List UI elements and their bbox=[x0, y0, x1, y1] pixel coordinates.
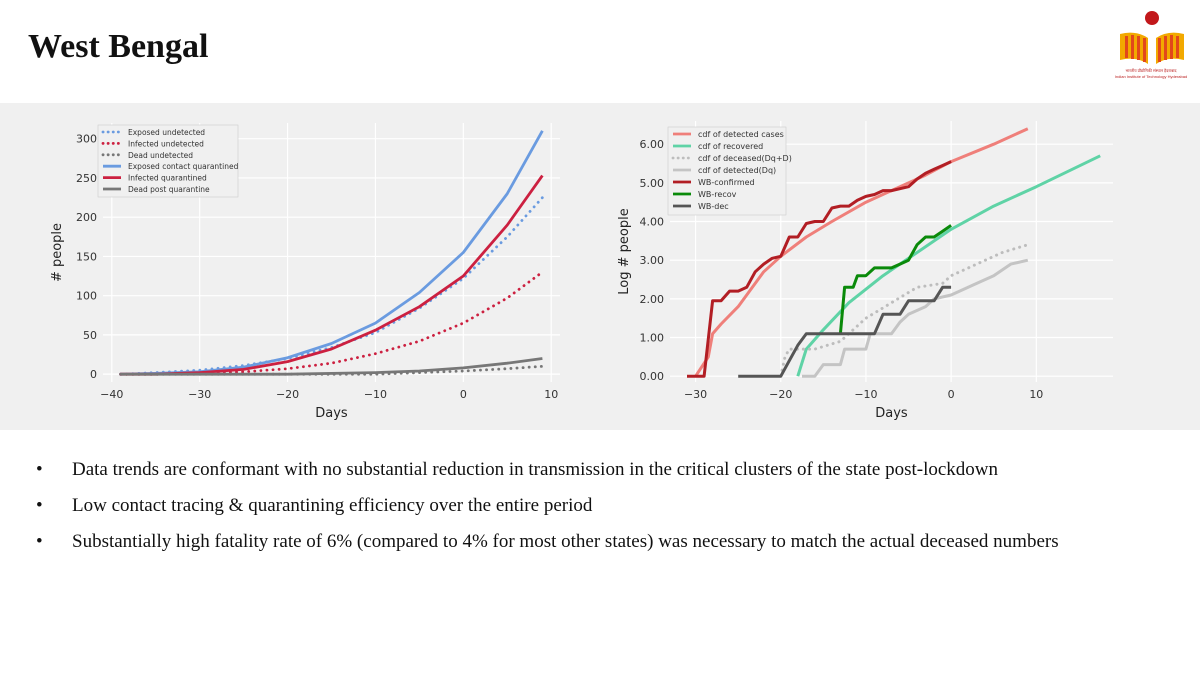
bullet-item: Data trends are conformant with no subst… bbox=[36, 452, 1186, 487]
logo-caption-hindi: भारतीय प्रौद्योगिकी संस्थान हैदराबाद bbox=[1125, 68, 1177, 73]
legend-label: WB-dec bbox=[698, 202, 729, 211]
series-line-wb-recov bbox=[838, 224, 952, 334]
y-tick-label: 100 bbox=[76, 290, 97, 303]
legend-frame bbox=[97, 124, 239, 198]
series-line-wb-dec bbox=[738, 285, 952, 378]
series-line-dead-post-quarantine bbox=[120, 357, 543, 376]
y-tick-label: 200 bbox=[76, 211, 97, 224]
x-tick-label: −10 bbox=[854, 388, 877, 401]
x-tick-label: −40 bbox=[100, 388, 123, 401]
y-tick-label: 3.00 bbox=[640, 254, 665, 267]
series-line-infected-undetected bbox=[119, 270, 544, 376]
legend-label: Dead undetected bbox=[128, 151, 193, 160]
x-tick-label: 0 bbox=[460, 388, 467, 401]
x-tick-label: −20 bbox=[769, 388, 792, 401]
legend-label: WB-confirmed bbox=[698, 178, 755, 187]
y-tick-label: 1.00 bbox=[640, 332, 665, 345]
chart-log-cumulative-cases: −30 −20 −10 0 10 0.00 1.00 2.00 3.00 4.00 5.00 6.00… bbox=[617, 121, 1113, 421]
x-axis-label: Days bbox=[315, 406, 348, 421]
legend-label: Dead post quarantine bbox=[128, 185, 210, 194]
iit-hyderabad-logo bbox=[1120, 11, 1184, 64]
y-tick-label: 0 bbox=[90, 368, 97, 381]
legend-label: cdf of recovered bbox=[698, 142, 763, 151]
logo-caption: भारतीय प्रौद्योगिकी संस्थान हैदराबाद Ind… bbox=[1104, 68, 1198, 80]
y-tick-label: 150 bbox=[76, 250, 97, 263]
x-tick-label: 10 bbox=[1029, 388, 1043, 401]
series-line-wb-confirmed bbox=[687, 160, 952, 378]
bullet-item: Low contact tracing & quarantining effic… bbox=[36, 488, 1186, 523]
x-tick-label: −30 bbox=[684, 388, 707, 401]
y-axis-label: Log # people bbox=[617, 208, 632, 294]
x-tick-label: 10 bbox=[544, 388, 558, 401]
x-axis-label: Days bbox=[875, 406, 908, 421]
legend-label: cdf of deceased(Dq+D) bbox=[698, 154, 792, 163]
y-tick-label: 50 bbox=[83, 329, 97, 342]
legend-label: Infected quarantined bbox=[128, 174, 207, 183]
x-tick-label: −30 bbox=[188, 388, 211, 401]
y-tick-label: 2.00 bbox=[640, 293, 665, 306]
x-tick-label: −10 bbox=[364, 388, 387, 401]
y-tick-label: 300 bbox=[76, 133, 97, 146]
y-tick-label: 6.00 bbox=[640, 138, 665, 151]
legend-label: Exposed undetected bbox=[128, 128, 205, 137]
x-tick-label: −20 bbox=[276, 388, 299, 401]
slide-title: West Bengal bbox=[28, 28, 209, 65]
y-tick-label: 250 bbox=[76, 172, 97, 185]
series-line-cdf-of-detected-dq- bbox=[802, 258, 1029, 378]
logo-caption-english: Indian Institute of Technology Hyderabad bbox=[1114, 74, 1188, 79]
y-tick-label: 4.00 bbox=[640, 216, 665, 229]
bullet-item: Substantially high fatality rate of 6% (… bbox=[36, 524, 1186, 559]
x-tick-label: 0 bbox=[948, 388, 955, 401]
legend: Exposed undetected Infected undetected Dea… bbox=[97, 124, 239, 198]
legend-label: Infected undetected bbox=[128, 139, 204, 148]
legend-label: cdf of detected cases bbox=[698, 130, 784, 139]
series-line-cdf-of-deceased-dq-d- bbox=[779, 243, 1030, 378]
legend: cdf of detected cases cdf of recovered cdf… bbox=[667, 126, 792, 216]
legend-label: WB-recov bbox=[698, 190, 737, 199]
series-line-dead-undetected bbox=[119, 364, 544, 376]
legend-label: cdf of detected(Dq) bbox=[698, 166, 776, 175]
y-tick-label: 0.00 bbox=[640, 370, 665, 383]
bullet-list: Data trends are conformant with no subst… bbox=[36, 452, 1186, 560]
legend-label: Exposed contact quarantined bbox=[128, 162, 239, 171]
y-axis-label: # people bbox=[50, 223, 65, 282]
y-tick-label: 5.00 bbox=[640, 177, 665, 190]
series-line-cdf-of-recovered bbox=[796, 154, 1101, 377]
